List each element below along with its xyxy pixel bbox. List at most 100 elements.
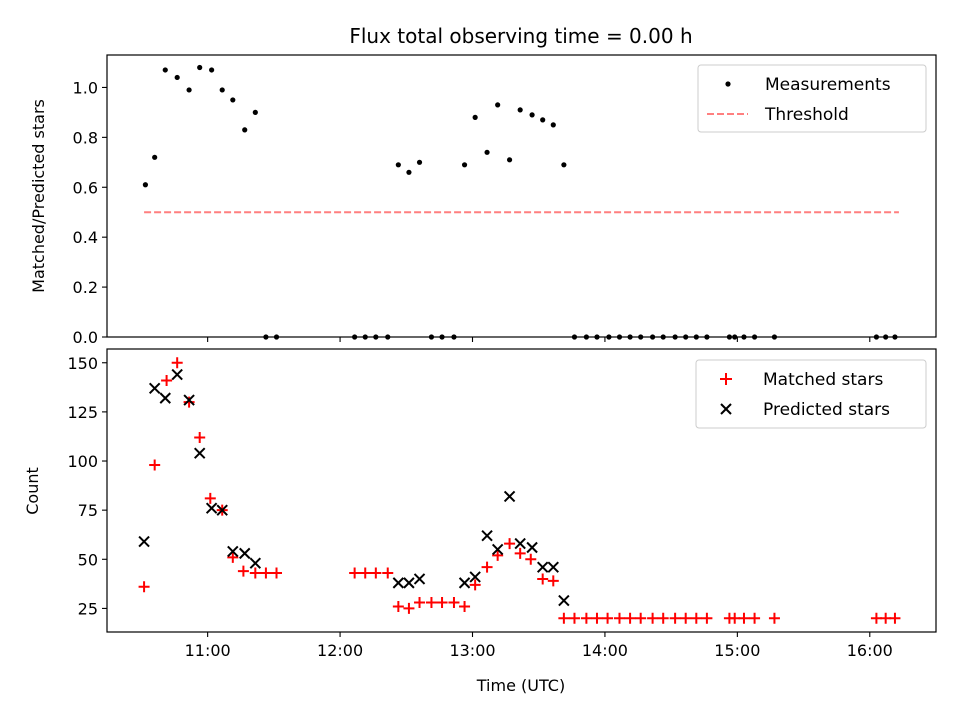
bottom-panel: Count Time (UTC) 25 50 75 100 125 150 11:00 12:… — [23, 348, 937, 695]
measurements-point — [385, 334, 391, 340]
measurements-point — [561, 162, 567, 168]
bottom-legend: Matched stars Predicted stars — [695, 359, 927, 429]
matched-stars-point — [469, 579, 481, 591]
measurements-point — [529, 112, 535, 118]
matched-stars-point — [161, 374, 173, 386]
measurements-point — [373, 334, 379, 340]
predicted-stars-point — [392, 577, 405, 589]
x-axis-label: Time (UTC) — [476, 676, 565, 695]
measurements-point — [741, 334, 747, 340]
measurements-point — [219, 87, 225, 93]
predicted-stars-point — [249, 557, 262, 569]
matched-stars-point — [690, 612, 702, 624]
bottom-xtick-label: 12:00 — [317, 641, 363, 660]
measurements-point — [439, 334, 445, 340]
measurements-point — [428, 334, 435, 340]
matched-stars-point — [249, 567, 261, 579]
measurements-point — [704, 334, 710, 340]
measurements-point — [616, 334, 623, 340]
predicted-stars-point — [558, 594, 570, 607]
top-ytick-label: 0.4 — [73, 228, 98, 247]
legend-measurements-label: Measurements — [765, 75, 891, 95]
predicted-stars-point — [514, 537, 526, 550]
bottom-ytick-label: 125 — [67, 403, 98, 422]
matched-stars-point — [613, 612, 625, 624]
legend-measurements-marker — [725, 81, 731, 87]
predicted-stars-point — [413, 573, 426, 585]
predicted-stars-point — [469, 571, 481, 583]
bottom-xtick-label: 15:00 — [714, 641, 760, 660]
top-plot-area — [106, 54, 937, 338]
predicted-stars-point — [227, 545, 239, 558]
matched-stars-point — [729, 612, 741, 624]
measurements-point — [263, 334, 269, 340]
matched-stars-point — [403, 602, 415, 614]
matched-stars-point — [481, 561, 493, 573]
measurements-point — [352, 334, 358, 340]
measurements-point — [672, 334, 678, 340]
predicted-stars-point — [171, 368, 183, 381]
matched-stars-point — [349, 567, 361, 579]
measurements-point — [506, 157, 513, 163]
matched-stars-point — [889, 612, 901, 624]
measurements-point — [873, 334, 880, 340]
matched-stars-point — [870, 612, 882, 624]
bottom-xtick-label: 16:00 — [847, 641, 893, 660]
matched-stars-point — [657, 612, 669, 624]
matched-stars-point — [647, 612, 659, 624]
legend-predicted-marker — [720, 403, 732, 415]
matched-stars-point — [237, 565, 249, 577]
measurements-point — [484, 149, 490, 155]
matched-stars-point — [602, 612, 614, 624]
predicted-stars-point — [148, 382, 161, 395]
matched-stars-point — [171, 357, 183, 369]
matched-stars-point — [436, 597, 448, 609]
predicted-stars-point — [403, 577, 415, 589]
bottom-ytick-label: 150 — [67, 354, 98, 373]
matched-stars-point — [459, 600, 471, 612]
matched-stars-point — [448, 597, 460, 609]
measurements-point — [883, 334, 889, 340]
matched-stars-point — [537, 573, 549, 585]
top-y-axis-label: Matched/Predicted stars — [29, 99, 48, 293]
bottom-xtick-label: 11:00 — [185, 641, 231, 660]
measurements-point — [152, 154, 158, 160]
measurements-point — [517, 107, 523, 113]
measurements-point — [550, 122, 556, 128]
matched-stars-point — [227, 551, 239, 563]
matched-stars-point — [260, 567, 272, 579]
predicted-stars-point — [503, 490, 516, 503]
matched-stars-point — [271, 567, 283, 579]
predicted-stars-point — [216, 504, 228, 516]
measurements-point — [461, 162, 468, 168]
top-ytick-label: 0.2 — [73, 278, 98, 297]
measurements-point — [726, 334, 733, 340]
matched-stars-point — [547, 575, 559, 587]
bottom-ytick-label: 25 — [78, 599, 98, 618]
matched-stars-point — [591, 612, 603, 624]
bottom-y-axis-label: Count — [23, 467, 42, 515]
matched-stars-point — [183, 396, 195, 408]
bottom-ytick-label: 50 — [78, 550, 98, 569]
predicted-stars-point — [481, 529, 493, 542]
matched-stars-point — [194, 431, 206, 443]
bottom-legend-box — [695, 359, 927, 429]
matched-stars-point — [149, 459, 161, 471]
bottom-data-marks — [138, 357, 901, 624]
measurements-point — [583, 334, 589, 340]
legend-matched-label: Matched stars — [763, 370, 883, 390]
measurements-point — [540, 117, 546, 123]
top-ytick-label: 0.8 — [73, 128, 98, 147]
measurements-point — [693, 334, 699, 340]
predicted-stars-point — [239, 547, 251, 560]
measurements-point — [495, 102, 501, 108]
measurements-point — [606, 334, 612, 340]
measurements-point — [451, 334, 457, 340]
matched-stars-point — [525, 553, 537, 565]
measurements-point — [197, 64, 203, 71]
matched-stars-point — [580, 612, 592, 624]
predicted-stars-point — [183, 394, 195, 406]
measurements-point — [627, 334, 633, 340]
measurements-point — [660, 334, 666, 340]
